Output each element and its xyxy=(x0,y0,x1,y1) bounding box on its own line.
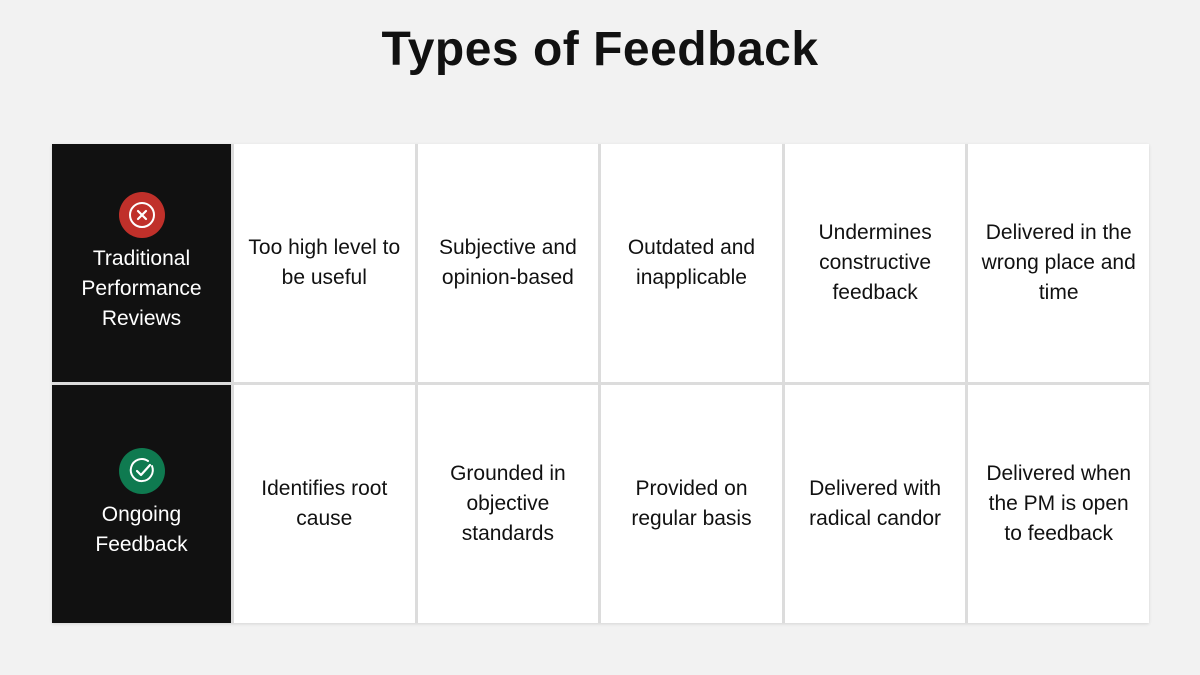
table-cell: Delivered in the wrong place and time xyxy=(968,144,1149,382)
row-label: Traditional Performance Reviews xyxy=(81,247,202,330)
table-cell: Identifies root cause xyxy=(234,385,415,623)
x-circle-icon xyxy=(118,192,165,238)
table-cell: Subjective and opinion-based xyxy=(417,144,599,382)
table-cell: Undermines constructive feedback xyxy=(784,144,966,382)
table-cell: Outdated and inapplicable xyxy=(601,144,782,382)
row-header-ongoing: Ongoing Feedback xyxy=(52,385,231,623)
row-label: Ongoing Feedback xyxy=(95,503,188,556)
feedback-table: Traditional Performance Reviews Too high… xyxy=(52,144,1149,623)
table-cell: Provided on regular basis xyxy=(601,385,782,623)
table-cell: Too high level to be useful xyxy=(234,144,415,382)
table-cell: Delivered with radical candor xyxy=(784,385,966,623)
page-title: Types of Feedback xyxy=(381,23,819,76)
check-circle-icon xyxy=(118,448,165,494)
table-cell: Delivered when the PM is open to feedbac… xyxy=(968,385,1149,623)
table-cell: Grounded in objective standards xyxy=(417,385,599,623)
row-header-traditional: Traditional Performance Reviews xyxy=(52,144,231,382)
